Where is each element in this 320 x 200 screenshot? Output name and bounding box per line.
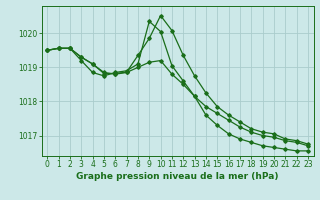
X-axis label: Graphe pression niveau de la mer (hPa): Graphe pression niveau de la mer (hPa) [76,172,279,181]
